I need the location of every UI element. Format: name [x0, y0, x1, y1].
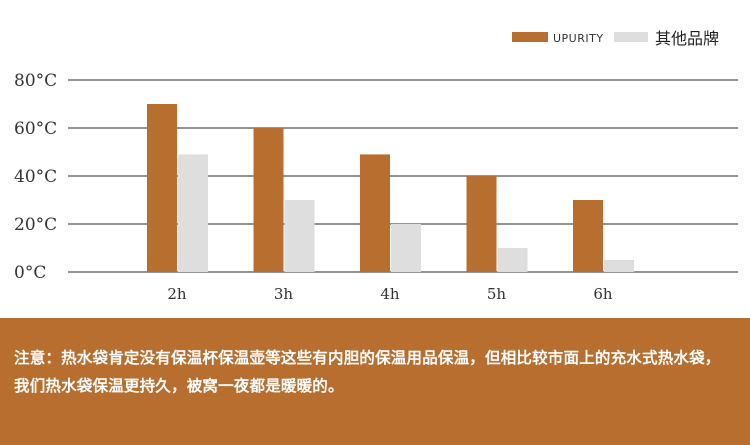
x-category-label: 4h: [380, 285, 400, 303]
bar-other-brands-5h: [497, 248, 528, 272]
bar-upurity-5h: [466, 176, 497, 272]
bar-chart: 0°C 20°C 40°C 60°C 80°C 2h 3h 4h 5h 6h UPURITY 其…: [14, 29, 738, 303]
bar-upurity-3h: [253, 128, 284, 272]
y-tick-label: 60°C: [14, 119, 57, 139]
x-category-label: 5h: [487, 285, 507, 303]
x-category-label: 2h: [167, 285, 187, 303]
note-text: 注意：热水袋肯定没有保温杯保温壶等这些有内胆的保温用品保温，但相比较市面上的充水…: [14, 349, 721, 395]
legend: UPURITY 其他品牌: [512, 29, 719, 48]
y-tick-label: 80°C: [14, 71, 57, 91]
y-tick-label: 20°C: [14, 215, 57, 235]
x-category-label: 3h: [274, 285, 294, 303]
x-axis-categories: 2h 3h 4h 5h 6h: [167, 285, 613, 303]
legend-label-upurity: UPURITY: [553, 32, 604, 45]
legend-label-other-brands: 其他品牌: [655, 29, 719, 48]
bar-other-brands-4h: [391, 224, 421, 272]
y-tick-label: 40°C: [14, 167, 57, 187]
note-banner: 注意：热水袋肯定没有保温杯保温壶等这些有内胆的保温用品保温，但相比较市面上的充水…: [0, 318, 750, 445]
bar-upurity-6h: [573, 200, 603, 272]
bar-upurity-2h: [147, 104, 177, 272]
bar-other-brands-3h: [284, 200, 315, 272]
bars: [147, 104, 634, 272]
bar-upurity-4h: [360, 154, 390, 272]
bar-other-brands-6h: [604, 260, 634, 272]
legend-swatch-other-brands: [614, 32, 648, 42]
y-axis-ticks: 0°C 20°C 40°C 60°C 80°C: [14, 71, 57, 283]
y-tick-label: 0°C: [14, 263, 46, 283]
legend-swatch-upurity: [512, 32, 548, 42]
bar-other-brands-2h: [178, 154, 208, 272]
x-category-label: 6h: [593, 285, 613, 303]
